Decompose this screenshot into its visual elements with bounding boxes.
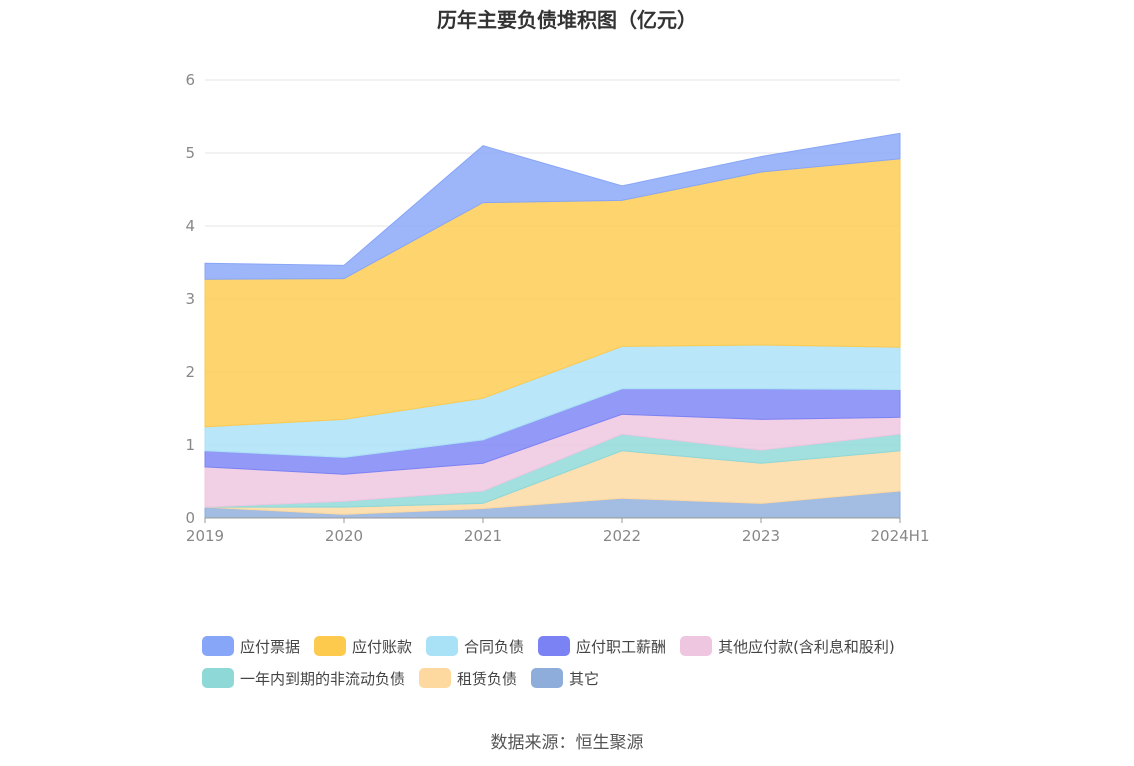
legend-label: 其它 <box>569 669 600 688</box>
legend-item[interactable]: 租赁负债 <box>419 668 517 689</box>
x-tick-label: 2023 <box>742 527 780 545</box>
legend-swatch <box>680 636 713 656</box>
y-tick-label: 1 <box>185 436 195 454</box>
area-series <box>204 132 901 280</box>
legend-label: 合同负债 <box>464 637 525 656</box>
y-tick-label: 2 <box>185 363 195 381</box>
legend-row: 应付票据 应付账款 合同负债 应付职工薪酬 其他应付款(含利息和股利) <box>202 630 962 662</box>
x-tick-label: 2024H1 <box>871 527 930 545</box>
chart-title: 历年主要负债堆积图（亿元） <box>437 8 697 32</box>
area-layer <box>204 132 901 519</box>
x-tick-label: 2020 <box>325 527 363 545</box>
legend-item[interactable]: 合同负债 <box>426 636 524 657</box>
data-source-note: 数据来源：恒生聚源 <box>490 733 644 753</box>
legend-swatch <box>531 668 564 688</box>
axis-layer: 0 1 2 3 4 5 6 2019 2020 2021 2022 2023 2024H1 <box>185 71 929 545</box>
y-tick-label: 5 <box>185 144 195 162</box>
legend-item[interactable]: 应付票据 <box>202 636 300 657</box>
legend-swatch <box>538 636 571 656</box>
legend-label: 应付账款 <box>352 637 413 656</box>
legend-swatch <box>202 668 234 688</box>
y-tick-label: 3 <box>185 290 195 308</box>
legend-row: 一年内到期的非流动负债 租赁负债 其它 <box>202 662 962 694</box>
legend-label: 应付职工薪酬 <box>576 637 667 656</box>
legend-swatch <box>314 636 347 656</box>
legend-label: 应付票据 <box>240 637 301 656</box>
legend-item[interactable]: 一年内到期的非流动负债 <box>202 668 405 689</box>
legend: 应付票据 应付账款 合同负债 应付职工薪酬 其他应付款(含利息和股利) 一年内到期的非流… <box>202 630 962 694</box>
legend-swatch <box>419 668 452 688</box>
x-tick-label: 2021 <box>464 527 502 545</box>
legend-swatch <box>202 636 234 656</box>
y-tick-label: 4 <box>185 217 195 235</box>
legend-label: 租赁负债 <box>457 669 518 688</box>
legend-label: 其他应付款(含利息和股利) <box>718 637 895 656</box>
legend-item[interactable]: 应付账款 <box>314 636 412 657</box>
x-tick-label: 2019 <box>186 527 224 545</box>
legend-swatch <box>426 636 459 656</box>
x-tick-label: 2022 <box>603 527 641 545</box>
y-tick-label: 0 <box>185 509 195 527</box>
legend-item[interactable]: 其他应付款(含利息和股利) <box>680 636 895 657</box>
legend-item[interactable]: 其它 <box>531 668 599 689</box>
y-tick-label: 6 <box>185 71 195 89</box>
legend-item[interactable]: 应付职工薪酬 <box>538 636 666 657</box>
legend-label: 一年内到期的非流动负债 <box>240 669 406 688</box>
